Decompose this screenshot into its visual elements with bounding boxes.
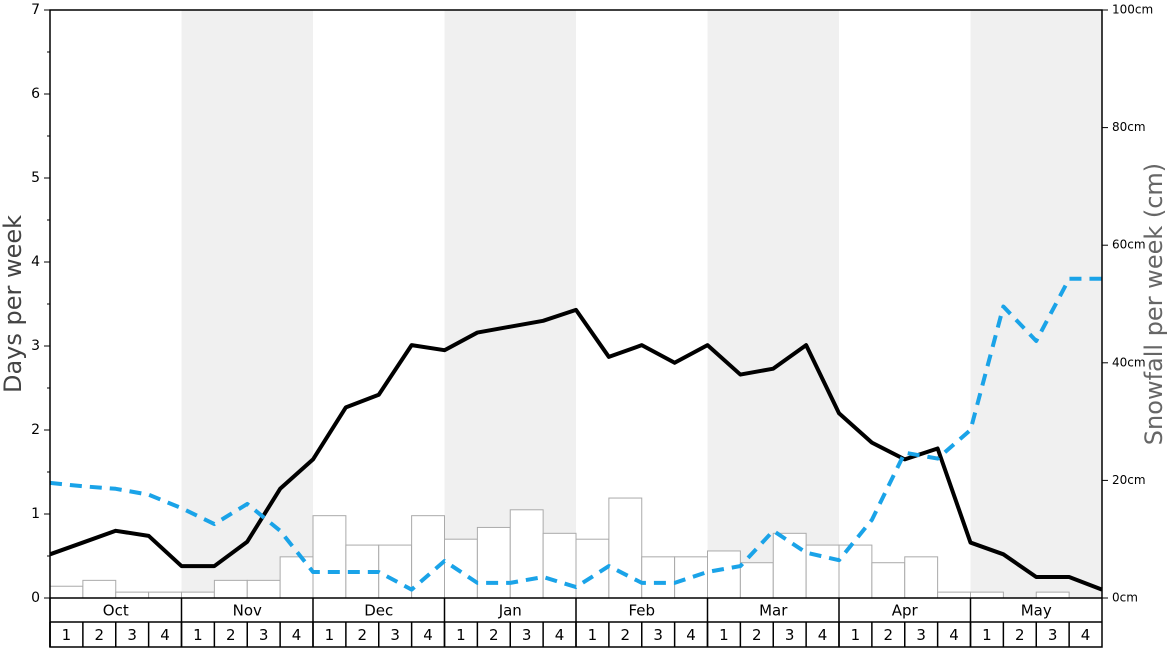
y-tick-label: 2: [31, 422, 40, 438]
week-label: 2: [1015, 626, 1025, 644]
week-label: 4: [1081, 626, 1091, 644]
week-label: 3: [259, 626, 269, 644]
snowfall-bar: [312, 515, 347, 599]
y2-tick-label: 0cm: [1112, 591, 1138, 605]
week-label: 4: [292, 626, 302, 644]
month-label: Mar: [759, 602, 788, 620]
snowfall-bar: [739, 562, 774, 599]
month-label: Apr: [892, 602, 919, 620]
snowfall-bar: [904, 556, 939, 599]
week-label: 1: [62, 626, 72, 644]
week-label: 1: [982, 626, 992, 644]
snowfall-bar: [641, 556, 676, 599]
week-label: 4: [686, 626, 696, 644]
week-label: 2: [621, 626, 631, 644]
y2-axis-title: Snowfall per week (cm): [1140, 163, 1168, 445]
snowfall-bar: [970, 591, 1004, 599]
y-tick-label: 1: [31, 506, 40, 522]
y2-tick-label: 60cm: [1112, 238, 1146, 252]
snowfall-bar: [509, 509, 544, 599]
snowfall-bar: [82, 579, 117, 599]
month-band: [444, 10, 576, 598]
y-tick-label: 3: [31, 338, 40, 354]
month-label: Dec: [364, 602, 393, 620]
week-label: 3: [1048, 626, 1058, 644]
y-axis-title: Days per week: [0, 215, 27, 393]
days-line: [49, 276, 1102, 592]
snowfall-bar: [772, 532, 807, 599]
snowfall-bar: [246, 579, 281, 599]
snowfall-bar: [49, 585, 84, 599]
y2-tick-label: 80cm: [1112, 120, 1146, 134]
week-label: 4: [423, 626, 433, 644]
snowfall-bar: [1035, 591, 1070, 599]
snowfall-bar: [476, 526, 511, 599]
week-label: 4: [160, 626, 170, 644]
week-label: 3: [127, 626, 137, 644]
week-label: 4: [949, 626, 959, 644]
week-label: 2: [226, 626, 236, 644]
snowfall-bar: [707, 550, 741, 599]
month-label: Oct: [103, 602, 129, 620]
snowfall-bar: [838, 544, 873, 599]
snowfall-bar: [115, 591, 150, 599]
snowfall-bar: [608, 497, 643, 599]
week-label: 2: [358, 626, 368, 644]
snowfall-bar: [674, 556, 708, 599]
y2-tick-label: 100cm: [1112, 3, 1153, 17]
month-label: Feb: [628, 602, 655, 620]
week-label: 1: [325, 626, 335, 644]
y-tick-label: 0: [31, 590, 40, 606]
month-band: [181, 10, 313, 598]
snowfall-bar: [542, 532, 577, 599]
snowfall-bar: [181, 591, 215, 599]
week-label: 1: [719, 626, 729, 644]
days-line: [49, 307, 1103, 592]
week-label: 4: [555, 626, 565, 644]
week-label: 1: [193, 626, 203, 644]
month-band: [707, 10, 839, 598]
week-label: 2: [95, 626, 105, 644]
y2-tick-label: 20cm: [1112, 473, 1146, 487]
month-label: Nov: [233, 602, 262, 620]
month-label: May: [1021, 602, 1052, 620]
week-label: 1: [456, 626, 466, 644]
snowfall-bar: [871, 562, 906, 599]
week-label: 3: [785, 626, 795, 644]
snowfall-bar: [148, 591, 182, 599]
y-tick-label: 7: [31, 2, 40, 18]
y2-tick-label: 40cm: [1112, 355, 1146, 369]
plot-frame: [49, 9, 1103, 648]
month-band: [970, 10, 1102, 598]
week-label: 3: [390, 626, 400, 644]
snowfall-bar: [213, 579, 248, 599]
y-tick-label: 6: [31, 86, 40, 102]
week-label: 2: [489, 626, 499, 644]
week-label: 1: [588, 626, 598, 644]
y-tick-label: 4: [31, 254, 40, 270]
snowfall-bar: [937, 591, 971, 599]
week-label: 1: [851, 626, 861, 644]
snowfall-bar: [411, 515, 445, 599]
week-label: 4: [818, 626, 828, 644]
week-label: 2: [752, 626, 762, 644]
snowfall-bar: [444, 538, 478, 599]
snowfall-bar: [279, 556, 314, 599]
week-label: 3: [653, 626, 663, 644]
snowfall-bar: [378, 544, 413, 599]
month-label: Jan: [498, 602, 522, 620]
y-tick-label: 5: [31, 170, 40, 186]
week-label: 2: [884, 626, 894, 644]
week-label: 3: [916, 626, 926, 644]
week-label: 3: [522, 626, 532, 644]
